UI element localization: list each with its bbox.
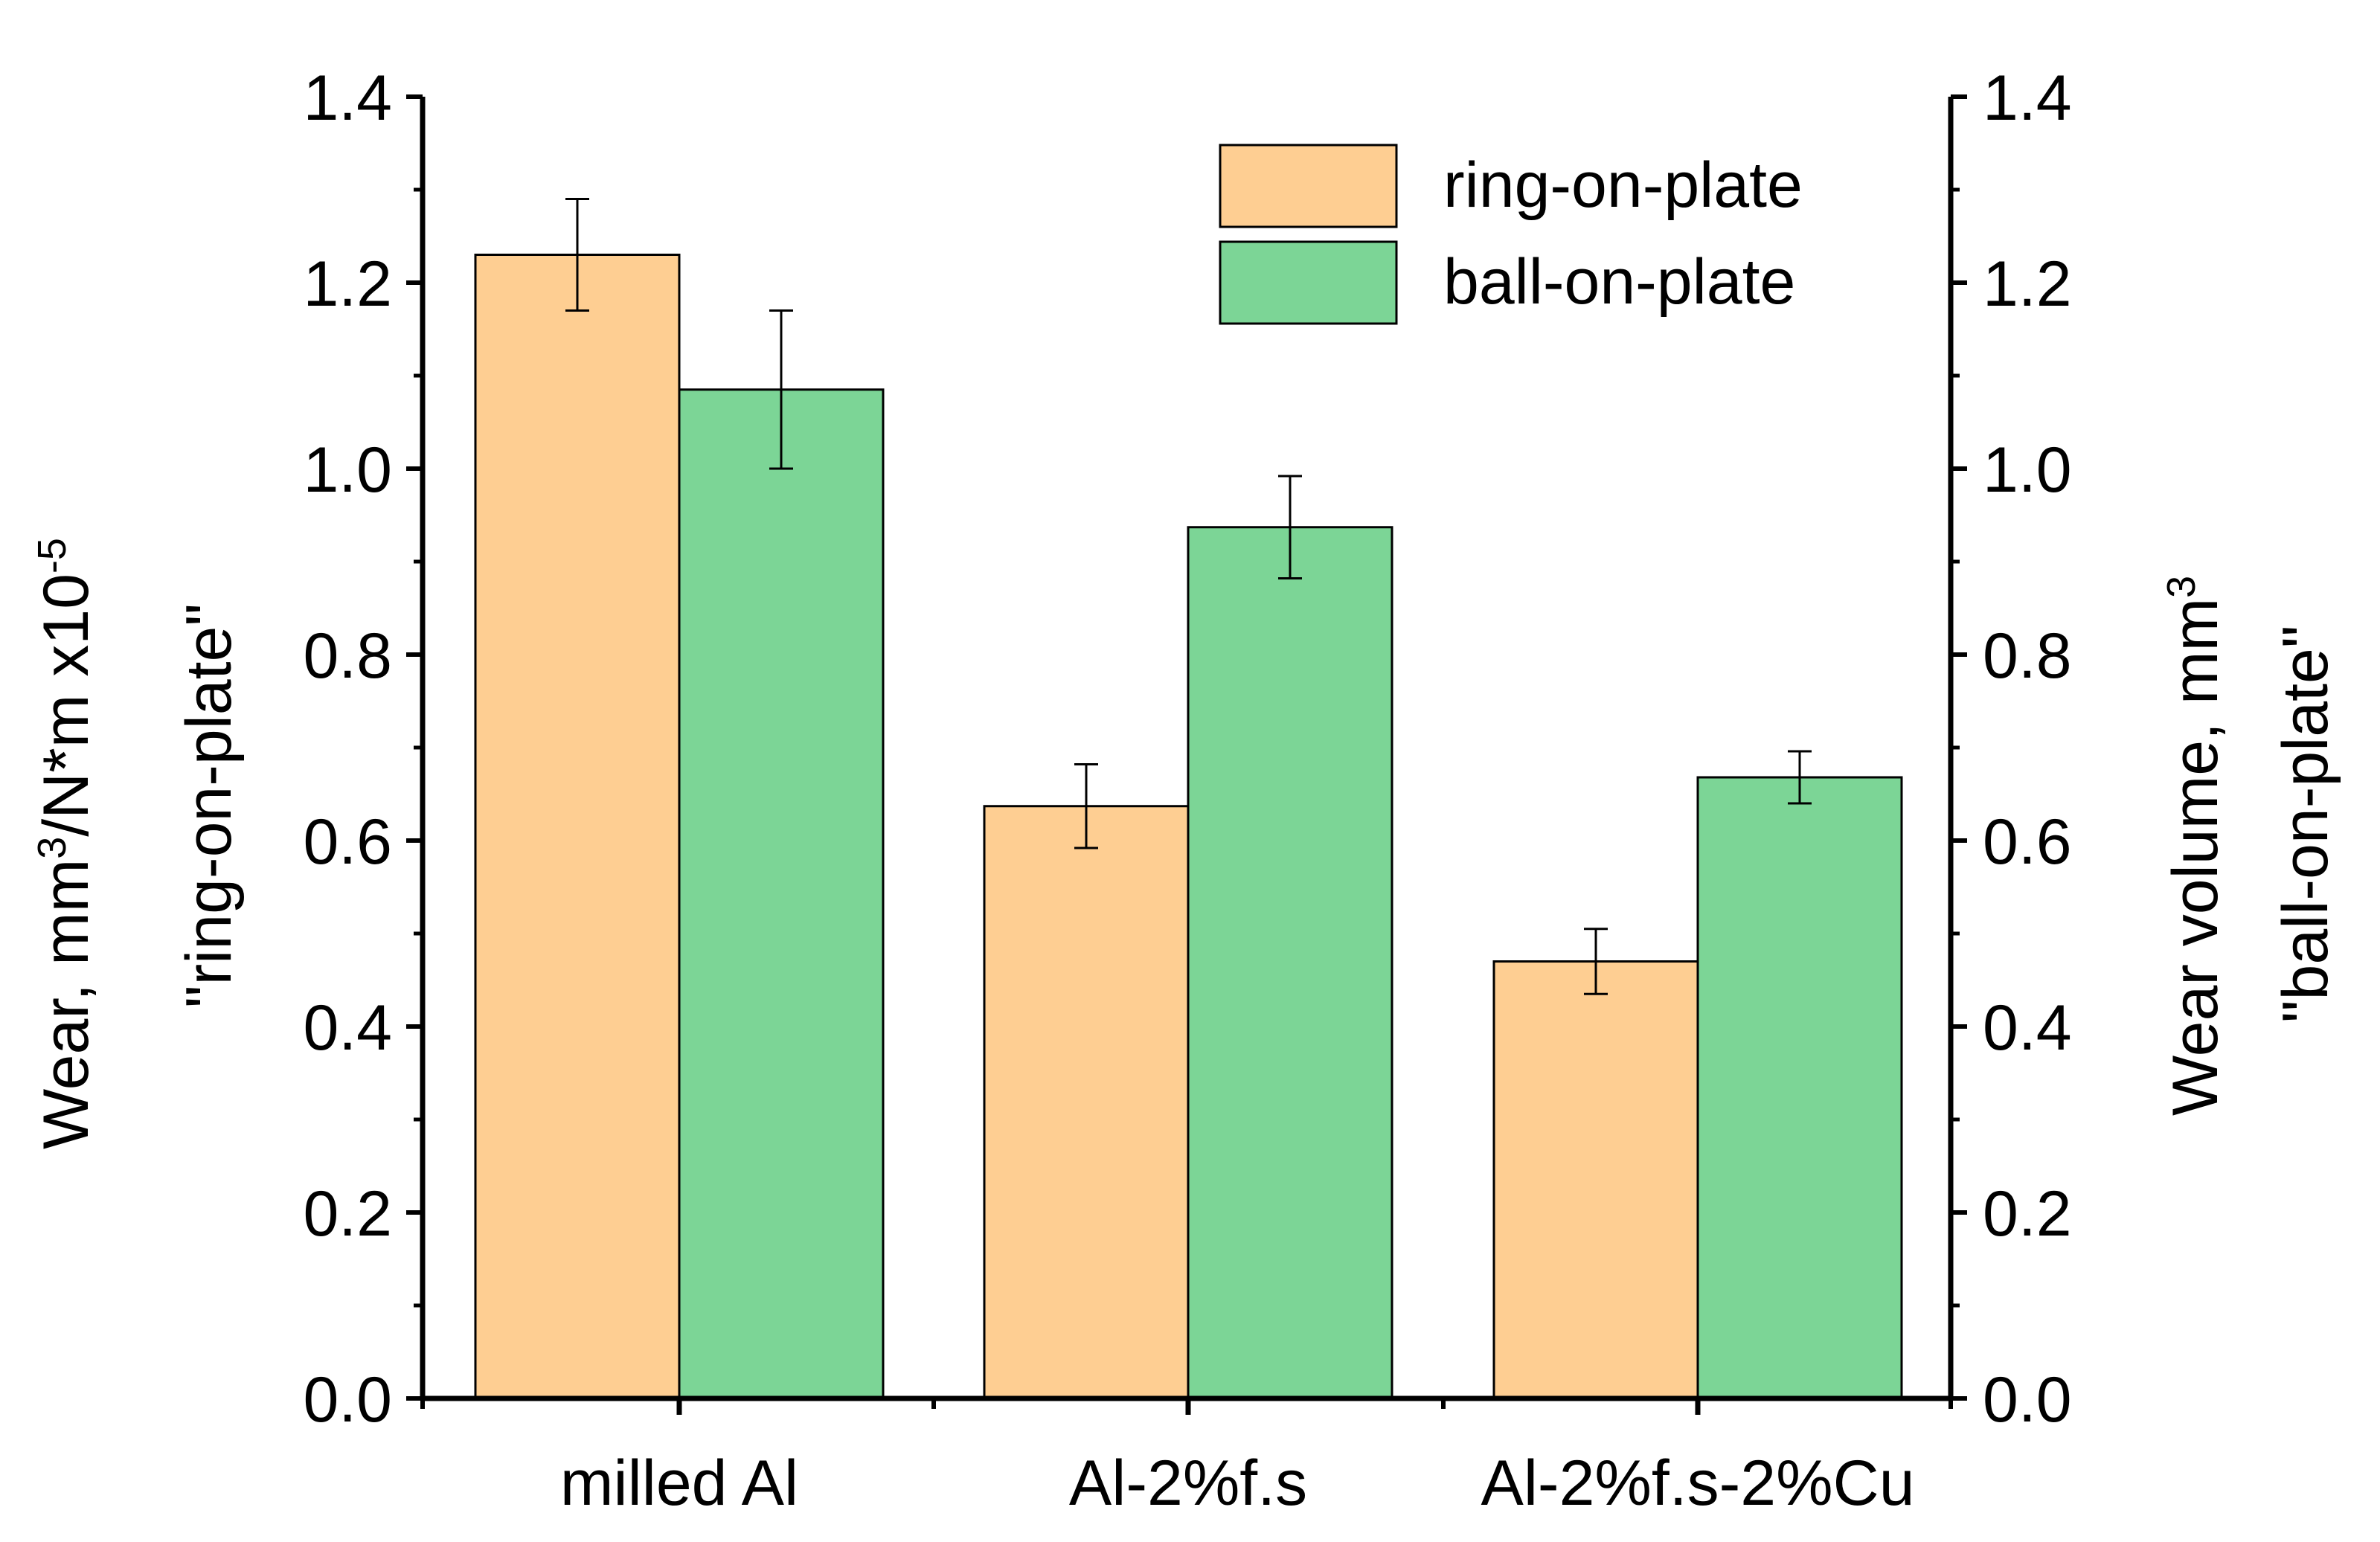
y-tick-label-right-1: 0.2 <box>1983 1178 2072 1250</box>
bar-ball-on-plate-1 <box>1187 526 1393 1400</box>
legend-label-ball-on-plate: ball-on-plate <box>1443 246 1795 318</box>
x-tick-label-0: milled Al <box>560 1448 798 1519</box>
y-tick-label-left-0: 0.0 <box>303 1364 392 1436</box>
y-tick-label-left-7: 1.4 <box>303 62 392 134</box>
y-tick-label-right-3: 0.6 <box>1983 806 2072 878</box>
bar-ring-on-plate-0 <box>474 254 681 1400</box>
y-tick-label-right-0: 0.0 <box>1983 1364 2072 1436</box>
bars-layer <box>474 254 1903 1400</box>
y-tick-label-left-3: 0.6 <box>303 806 392 878</box>
bar-ring-on-plate-2 <box>1492 960 1699 1400</box>
tick-labels-layer: milled Al Al-2%f.s Al-2%f.s-2%Cu 0.0 0.0 0.2 0… <box>303 62 2071 1519</box>
y-axis-title-right: Wear volume, mm3 <box>2159 576 2231 1116</box>
y-axis-subtitle-left: "ring-on-plate" <box>173 603 245 1008</box>
legend-swatch-ball-on-plate <box>1219 240 1398 325</box>
bar-ring-on-plate-1 <box>983 805 1190 1400</box>
legend-label-ring-on-plate: ring-on-plate <box>1443 150 1803 221</box>
ticks-layer <box>406 94 1967 1415</box>
y-tick-label-right-5: 1.0 <box>1983 434 2072 506</box>
y-axis-title-left: Wear, mm3/N*m x10-5 <box>30 538 102 1149</box>
y-tick-label-right-2: 0.4 <box>1983 992 2072 1064</box>
y-tick-label-left-4: 0.8 <box>303 620 392 692</box>
y-tick-label-left-5: 1.0 <box>303 434 392 506</box>
y-tick-label-right-4: 0.8 <box>1983 620 2072 692</box>
legend: ring-on-plate ball-on-plate <box>1219 144 1803 325</box>
x-tick-label-1: Al-2%f.s <box>1069 1448 1307 1519</box>
bar-ball-on-plate-2 <box>1696 776 1903 1400</box>
x-tick-label-2: Al-2%f.s-2%Cu <box>1481 1448 1914 1519</box>
legend-swatch-ring-on-plate <box>1219 144 1398 228</box>
y-tick-label-right-7: 1.4 <box>1983 62 2072 134</box>
error-bars-layer <box>565 198 1812 995</box>
y-tick-label-left-6: 1.2 <box>303 248 392 320</box>
y-tick-label-right-6: 1.2 <box>1983 248 2072 320</box>
bar-ball-on-plate-0 <box>678 388 885 1400</box>
y-axis-subtitle-right: "ball-on-plate" <box>2270 626 2341 1023</box>
y-tick-label-left-1: 0.2 <box>303 1178 392 1250</box>
y-tick-label-left-2: 0.4 <box>303 992 392 1064</box>
